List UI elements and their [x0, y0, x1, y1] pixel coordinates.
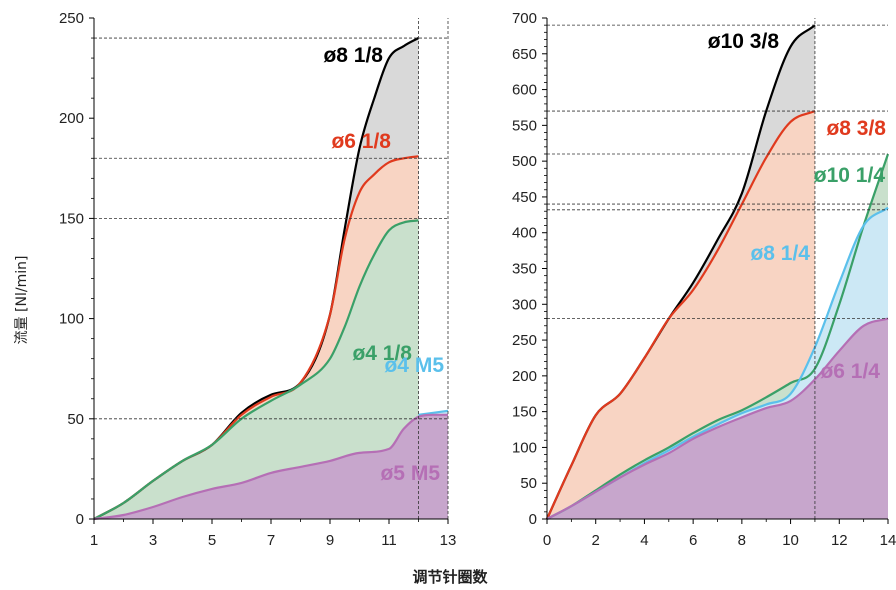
series-label-0-0: ø8 1/8 — [323, 44, 383, 67]
y-tick-label-0-0: 0 — [76, 511, 84, 528]
y-tick-label-0-3: 150 — [59, 210, 84, 227]
right-chart-panel: 0501001502002503003504004505005506006507… — [512, 10, 896, 549]
y-tick-label-0-2: 100 — [59, 311, 84, 328]
x-tick-label-1-5: 10 — [782, 532, 799, 549]
series-label-0-2: ø4 1/8 — [352, 342, 412, 365]
x-axis-title: 调节针圈数 — [412, 568, 488, 586]
y-tick-label-1-0: 0 — [529, 511, 537, 528]
x-tick-label-1-0: 0 — [543, 532, 551, 549]
y-tick-label-1-1: 50 — [520, 475, 537, 492]
y-tick-label-1-14: 700 — [512, 10, 537, 27]
series-area-0-4 — [94, 414, 448, 519]
y-tick-label-1-4: 200 — [512, 368, 537, 385]
series-area-1-4 — [547, 318, 888, 519]
y-tick-label-1-8: 400 — [512, 225, 537, 242]
y-tick-label-0-4: 200 — [59, 110, 84, 127]
x-tick-label-0-0: 1 — [90, 532, 98, 549]
series-label-1-0: ø10 3/8 — [708, 30, 780, 53]
series-line-1-4 — [546, 317, 889, 520]
y-tick-label-1-13: 650 — [512, 46, 537, 63]
x-tick-label-0-6: 13 — [440, 532, 457, 549]
series-label-0-4: ø5 M5 — [380, 462, 440, 485]
series-line-0-2 — [93, 219, 419, 520]
y-tick-label-1-12: 600 — [512, 82, 537, 99]
series-label-1-2: ø10 1/4 — [814, 164, 886, 187]
x-tick-label-1-7: 14 — [880, 532, 896, 549]
x-tick-label-1-6: 12 — [831, 532, 848, 549]
y-tick-label-1-2: 100 — [512, 439, 537, 456]
y-tick-label-1-11: 550 — [512, 117, 537, 134]
y-tick-label-1-7: 350 — [512, 261, 537, 278]
y-tick-label-0-5: 250 — [59, 10, 84, 27]
x-tick-label-0-1: 3 — [149, 532, 157, 549]
x-tick-label-0-4: 9 — [326, 532, 334, 549]
series-label-0-3: ø4 M5 — [384, 354, 444, 377]
series-line-0-4 — [93, 413, 448, 521]
y-tick-label-1-3: 150 — [512, 404, 537, 421]
y-tick-label-1-10: 500 — [512, 153, 537, 170]
series-area-0-2 — [94, 220, 419, 519]
y-tick-label-1-9: 450 — [512, 189, 537, 206]
x-tick-label-1-3: 6 — [689, 532, 697, 549]
x-tick-label-0-5: 11 — [381, 532, 397, 549]
x-tick-label-0-2: 5 — [208, 532, 216, 549]
x-tick-label-1-4: 8 — [738, 532, 746, 549]
y-axis-title: 流量 [Nl/min] — [14, 256, 30, 345]
x-tick-label-1-2: 4 — [640, 532, 648, 549]
series-line-0-3 — [418, 409, 449, 416]
series-label-1-1: ø8 3/8 — [826, 117, 886, 140]
y-tick-label-0-1: 50 — [67, 411, 84, 428]
series-line-1-2 — [546, 153, 890, 520]
x-tick-label-0-3: 7 — [267, 532, 275, 549]
y-tick-label-1-6: 300 — [512, 296, 537, 313]
series-label-0-1: ø6 1/8 — [331, 130, 391, 153]
series-label-1-4: ø6 1/4 — [820, 360, 880, 383]
y-tick-label-1-5: 250 — [512, 332, 537, 349]
x-tick-label-1-1: 2 — [592, 532, 600, 549]
series-label-1-3: ø8 1/4 — [750, 242, 810, 265]
